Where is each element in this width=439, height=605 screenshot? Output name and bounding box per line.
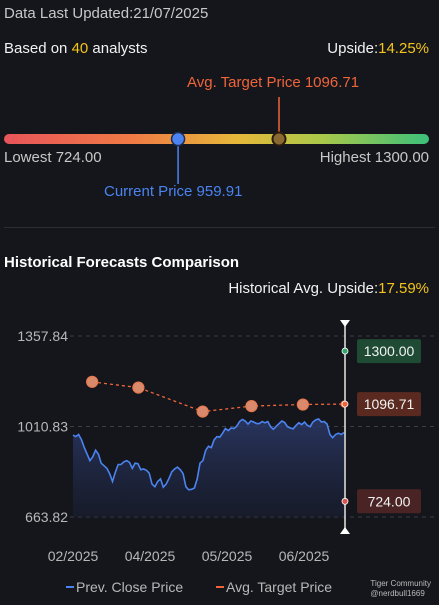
avg-target-point: [245, 400, 258, 413]
x-axis-ticks: 02/2025 04/2025 05/2025 06/2025: [48, 548, 330, 564]
low-marker-tag: [357, 489, 421, 514]
y-tick-label: 1010.83: [17, 419, 68, 435]
x-tick-label: 04/2025: [125, 548, 176, 564]
current-price-label: Current Price 959.91: [104, 183, 243, 200]
historical-upside-value: 17.59%: [378, 280, 429, 297]
close-price-area: [73, 418, 344, 517]
target-markers: 1300.00 1096.71 724.00: [340, 320, 421, 534]
avg-marker-dot: [341, 400, 349, 408]
upside-value: 14.25%: [378, 40, 429, 57]
high-marker-dot: [341, 347, 349, 355]
y-tick-label: 1357.84: [17, 328, 68, 344]
section-divider: [4, 227, 435, 228]
upside-summary: Upside:14.25%: [327, 40, 429, 57]
avg-marker-tag: [357, 392, 421, 417]
historical-title: Historical Forecasts Comparison: [4, 254, 240, 271]
data-updated-label: Data Last Updated:21/07/2025: [4, 5, 209, 22]
close-price-line: [72, 417, 345, 491]
based-prefix: Based on: [4, 40, 72, 57]
marker-axis-top-triangle: [340, 320, 350, 327]
tiger-community-logo: Tiger Community @nerdbull1669: [370, 579, 431, 599]
x-tick-label: 02/2025: [48, 548, 99, 564]
avg-target-point: [86, 375, 99, 388]
logo-text-primary: Tiger Community: [370, 579, 431, 588]
y-tick-label: 663.82: [25, 509, 68, 525]
chart-gridlines: [70, 335, 437, 518]
chart-legend: Prev. Close Price Avg. Target Price: [66, 579, 332, 595]
x-tick-label: 05/2025: [202, 548, 253, 564]
analyst-count: 40: [71, 40, 89, 57]
target-range-bar: [4, 97, 429, 184]
high-marker-tag: [357, 339, 421, 364]
legend-label: Avg. Target Price: [226, 579, 332, 595]
analyst-count-label: Based on 40 analysts: [4, 40, 147, 57]
upside-label: Upside:: [327, 40, 379, 57]
avg-marker-label: 1096.71: [364, 396, 415, 412]
avg-target-line: [92, 381, 345, 413]
avg-target-point: [196, 405, 209, 418]
historical-forecast-chart: 1357.84 1010.83 663.82 1300.00 1096.71 724.0…: [17, 320, 437, 595]
avg-target-point: [132, 381, 145, 394]
logo-text-handle: @nerdbull1669: [370, 589, 425, 598]
based-suffix: analysts: [88, 40, 148, 57]
high-marker-label: 1300.00: [364, 343, 415, 359]
historical-upside-label: Historical Avg. Upside:: [228, 280, 379, 297]
y-axis-ticks: 1357.84 1010.83 663.82: [17, 328, 68, 525]
highest-target-label: Highest 1300.00: [319, 149, 429, 166]
avg-target-point: [296, 398, 309, 411]
low-marker-label: 724.00: [368, 493, 411, 509]
x-tick-label: 06/2025: [279, 548, 330, 564]
legend-label: Prev. Close Price: [76, 579, 183, 595]
current-price-marker: [170, 131, 186, 147]
avg-target-price-label: Avg. Target Price 1096.71: [187, 74, 360, 91]
marker-axis-bottom-triangle: [340, 527, 350, 534]
low-marker-dot: [341, 497, 349, 505]
range-gradient-track: [4, 134, 429, 144]
avg-target-marker: [271, 131, 287, 147]
avg-target-points: [86, 375, 348, 418]
lowest-target-label: Lowest 724.00: [4, 149, 102, 166]
historical-upside: Historical Avg. Upside:17.59%: [228, 280, 429, 297]
